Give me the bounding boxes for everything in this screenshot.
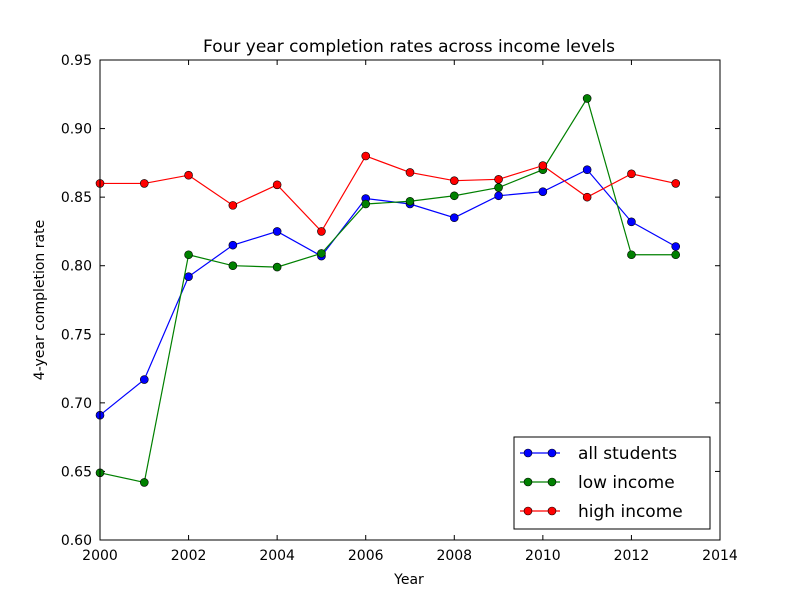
data-point bbox=[405, 168, 415, 177]
x-tick-label: 2014 bbox=[702, 548, 738, 564]
data-point bbox=[494, 191, 503, 201]
y-tick-label: 0.90 bbox=[61, 122, 92, 138]
data-point bbox=[449, 176, 459, 185]
data-point bbox=[538, 187, 548, 196]
data-point bbox=[184, 272, 193, 281]
legend-marker bbox=[523, 477, 533, 487]
data-point bbox=[272, 227, 282, 236]
y-tick-label: 0.65 bbox=[61, 464, 92, 480]
y-tick-label: 0.80 bbox=[61, 259, 92, 275]
legend-marker bbox=[523, 506, 533, 516]
series-line-2 bbox=[100, 155, 676, 233]
data-point bbox=[317, 249, 326, 258]
x-tick-label: 2002 bbox=[171, 548, 207, 564]
axis-ticks: 2000 2002 2004 2006 2008 2010 2012 2014 0.60 0.65… bbox=[61, 53, 738, 564]
series-layer bbox=[95, 94, 681, 487]
data-point bbox=[494, 175, 503, 184]
data-point bbox=[139, 478, 149, 487]
data-point bbox=[582, 94, 592, 103]
x-axis-title: Year bbox=[393, 572, 424, 588]
legend: all students low income high income bbox=[513, 436, 711, 530]
data-point bbox=[361, 199, 371, 209]
legend-marker bbox=[547, 506, 557, 516]
y-tick-label: 0.95 bbox=[61, 53, 92, 69]
data-point bbox=[538, 161, 548, 170]
data-point bbox=[361, 151, 371, 161]
data-point bbox=[184, 250, 193, 260]
data-point bbox=[494, 183, 503, 192]
data-point bbox=[671, 179, 681, 188]
legend-marker bbox=[547, 448, 557, 458]
x-tick-label: 2006 bbox=[348, 548, 384, 564]
legend-marker bbox=[547, 477, 557, 487]
x-tick-label: 2004 bbox=[259, 548, 295, 564]
y-tick-label: 0.85 bbox=[61, 190, 92, 206]
data-point bbox=[627, 169, 636, 179]
data-point bbox=[671, 242, 681, 251]
x-tick-label: 2010 bbox=[525, 548, 561, 564]
data-point bbox=[272, 262, 282, 272]
y-tick-label: 0.60 bbox=[61, 533, 92, 549]
data-point bbox=[405, 196, 415, 206]
data-point bbox=[317, 227, 326, 236]
data-point bbox=[627, 217, 636, 227]
data-point bbox=[582, 165, 592, 175]
plot-frame bbox=[99, 59, 721, 541]
legend-box bbox=[513, 436, 711, 530]
data-point bbox=[272, 180, 282, 190]
data-point bbox=[582, 192, 592, 202]
y-tick-label: 0.75 bbox=[61, 327, 92, 343]
series-line-0 bbox=[99, 168, 677, 416]
legend-label: low income bbox=[578, 473, 675, 493]
data-point bbox=[139, 375, 149, 384]
data-point bbox=[139, 179, 149, 188]
legend-marker bbox=[523, 448, 533, 458]
legend-label: high income bbox=[578, 502, 683, 522]
series-line-1 bbox=[99, 96, 676, 484]
y-tick-label: 0.70 bbox=[61, 396, 92, 412]
x-tick-label: 2012 bbox=[614, 548, 650, 564]
x-tick-label: 2008 bbox=[436, 548, 472, 564]
data-point bbox=[671, 250, 681, 260]
data-point bbox=[627, 250, 636, 260]
y-axis-title: 4-year completion rate bbox=[32, 220, 48, 380]
x-tick-label: 2000 bbox=[82, 548, 118, 564]
legend-label: all students bbox=[578, 444, 677, 464]
data-point bbox=[228, 261, 238, 271]
data-point bbox=[449, 213, 459, 223]
data-point bbox=[228, 240, 238, 250]
data-point bbox=[449, 191, 459, 201]
data-point bbox=[184, 170, 193, 180]
chart-title: Four year completion rates across income… bbox=[203, 37, 615, 57]
data-point bbox=[228, 201, 238, 210]
